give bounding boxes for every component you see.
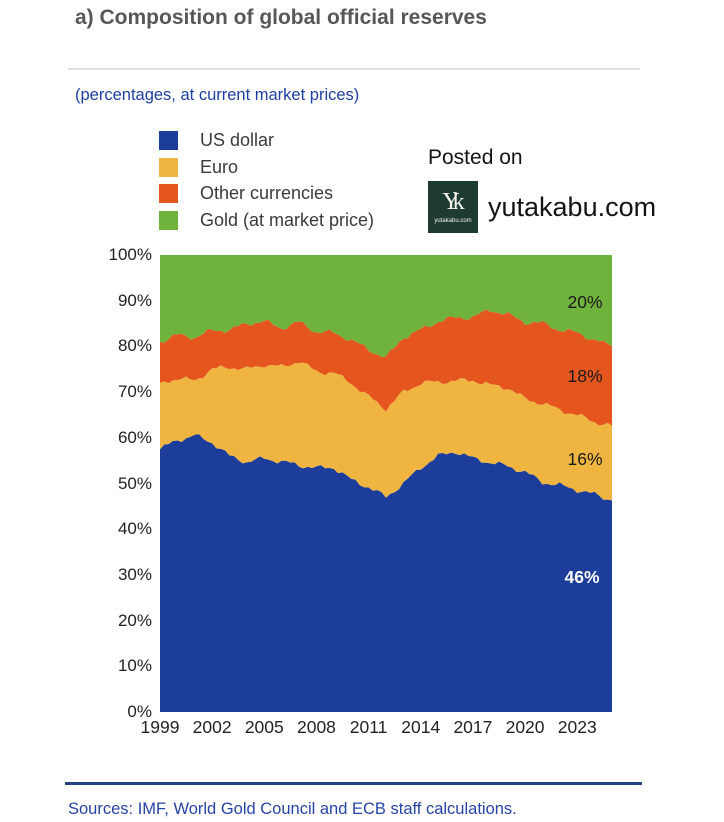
reserves-stacked-area-chart: [160, 255, 612, 712]
legend-label: Other currencies: [200, 183, 334, 203]
legend-swatch: [159, 131, 178, 150]
footer-divider: [65, 782, 642, 785]
sources-note: Sources: IMF, World Gold Council and ECB…: [68, 800, 517, 818]
area-euro: [160, 362, 612, 501]
legend-label: Euro: [200, 156, 239, 177]
y-tick-label: 30%: [117, 564, 152, 584]
watermark: Posted on Yk yutakabu.com yutakabu.com: [428, 146, 656, 233]
area-gold-at-market-price: [160, 255, 612, 358]
y-tick-label: 70%: [117, 382, 152, 402]
x-tick-label: 2023: [557, 717, 597, 737]
area-us-dollar: [160, 434, 612, 712]
yutakabu-logo-monogram: Yk: [442, 188, 464, 215]
y-tick-label: 10%: [117, 656, 152, 676]
legend-label: US dollar: [200, 130, 275, 150]
y-tick-label: 60%: [117, 427, 152, 447]
page-title: a) Composition of global official reserv…: [75, 6, 487, 29]
yutakabu-logo-caption: yutakabu.com: [434, 217, 472, 224]
x-tick-label: 2002: [192, 717, 232, 737]
x-tick-label: 2020: [505, 717, 545, 737]
legend-swatch: [159, 184, 178, 203]
legend-item-euro: Euro: [159, 156, 374, 177]
legend-swatch: [159, 157, 178, 177]
watermark-site-text: yutakabu.com: [488, 191, 657, 222]
x-tick-label: 2011: [349, 717, 388, 737]
chart-legend: US dollar Euro Other currencies Gold (at ma…: [159, 131, 374, 237]
y-tick-label: 0%: [127, 702, 152, 721]
yutakabu-logo: Yk yutakabu.com: [428, 181, 478, 233]
value-label-euro: 16%: [567, 449, 603, 469]
value-label-other-currencies: 18%: [567, 366, 603, 386]
legend-item-gold-at-market-price: Gold (at market price): [159, 209, 375, 230]
x-tick-label: 1999: [140, 717, 180, 737]
chart-subtitle: (percentages, at current market prices): [75, 86, 360, 104]
x-tick-label: 2008: [296, 717, 336, 737]
legend-item-other-currencies: Other currencies: [159, 184, 374, 203]
watermark-posted-on-text: Posted on: [428, 146, 523, 169]
legend-item-us-dollar: US dollar: [159, 131, 374, 150]
y-tick-label: 90%: [117, 290, 152, 310]
x-tick-label: 2017: [453, 717, 493, 737]
x-tick-label: 2005: [244, 717, 284, 737]
y-tick-label: 40%: [117, 519, 152, 539]
title-divider: [68, 68, 640, 70]
y-tick-label: 100%: [108, 245, 152, 264]
legend-swatch: [159, 210, 178, 230]
area-other-currencies: [160, 309, 612, 426]
value-label-gold-at-market-price: 20%: [567, 292, 603, 312]
value-label-us-dollar: 46%: [564, 567, 600, 587]
y-tick-label: 20%: [117, 610, 152, 630]
y-tick-label: 80%: [117, 336, 152, 356]
x-tick-label: 2014: [401, 717, 441, 737]
legend-label: Gold (at market price): [200, 209, 375, 230]
y-tick-label: 50%: [117, 473, 152, 493]
